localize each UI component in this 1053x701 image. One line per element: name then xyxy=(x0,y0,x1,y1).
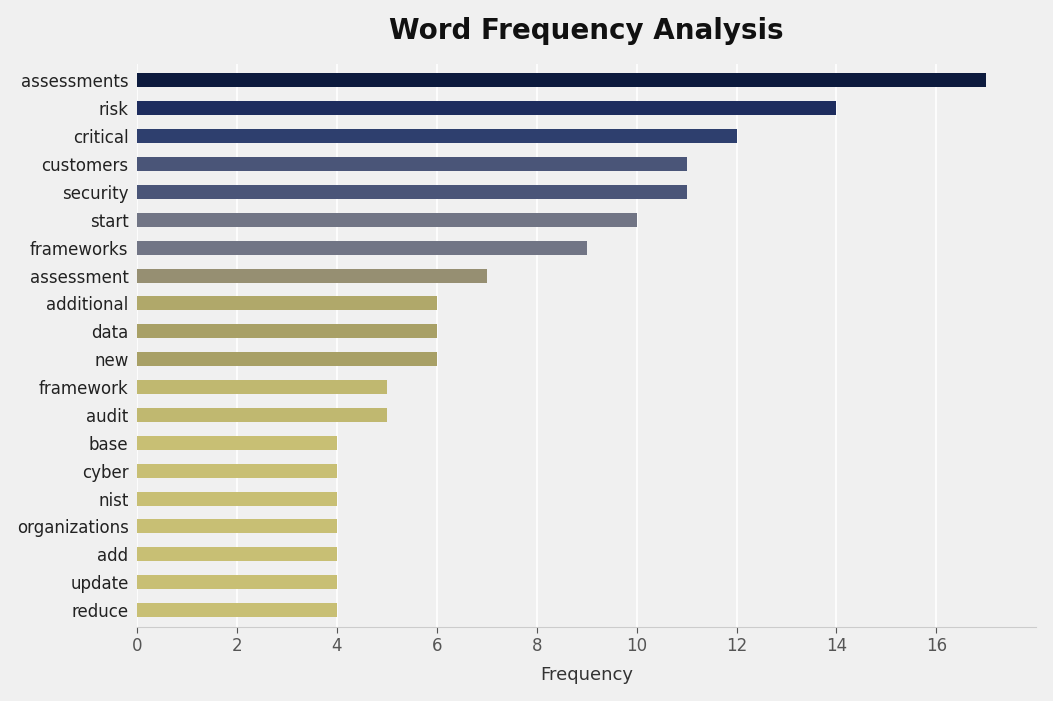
Bar xyxy=(137,297,437,311)
Bar xyxy=(137,325,437,339)
Bar xyxy=(137,157,687,171)
Bar xyxy=(137,436,337,450)
Bar xyxy=(137,240,587,254)
X-axis label: Frequency: Frequency xyxy=(540,667,633,684)
Bar xyxy=(137,213,637,226)
Bar xyxy=(137,464,337,477)
Bar xyxy=(137,519,337,533)
Bar xyxy=(137,380,386,394)
Bar xyxy=(137,576,337,589)
Bar xyxy=(137,491,337,505)
Bar xyxy=(137,185,687,199)
Bar xyxy=(137,603,337,617)
Bar xyxy=(137,102,836,115)
Bar xyxy=(137,74,987,88)
Bar xyxy=(137,352,437,366)
Title: Word Frequency Analysis: Word Frequency Analysis xyxy=(390,17,783,45)
Bar xyxy=(137,408,386,422)
Bar xyxy=(137,129,736,143)
Bar xyxy=(137,268,486,283)
Bar xyxy=(137,547,337,562)
